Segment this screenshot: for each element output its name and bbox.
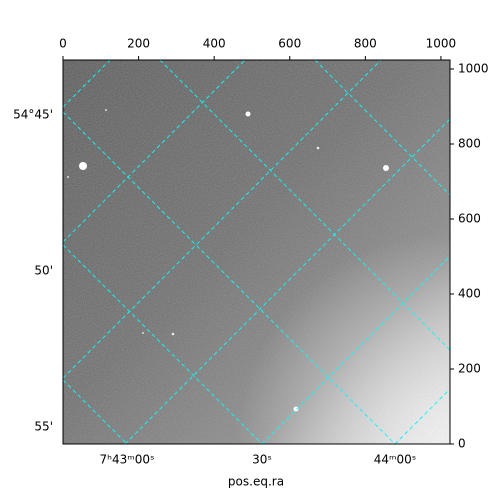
x-tick-label: 800 — [354, 37, 377, 51]
ra-tick-label: 7ʰ43ᵐ00ˢ — [100, 453, 155, 467]
y-tick-label: 200 — [458, 362, 481, 376]
x-tick-label: 1000 — [426, 37, 457, 51]
x-axis-label: pos.eq.ra — [228, 475, 284, 489]
y-tick-label: 400 — [458, 287, 481, 301]
x-tick-label: 600 — [278, 37, 301, 51]
frame — [62, 59, 451, 445]
ra-tick-label: 44ᵐ00ˢ — [374, 453, 417, 467]
y-tick-label: 1000 — [458, 62, 489, 76]
dec-tick-label: 54°45' — [13, 108, 53, 122]
y-tick-label: 600 — [458, 212, 481, 226]
x-tick-label: 400 — [203, 37, 226, 51]
ra-tick-label: 30ˢ — [252, 453, 272, 467]
dec-tick-label: 50' — [34, 264, 53, 278]
y-tick-label: 0 — [458, 437, 466, 451]
y-tick-label: 800 — [458, 137, 481, 151]
x-tick-label: 200 — [127, 37, 150, 51]
coordinate-grid — [63, 60, 450, 444]
sky-image — [63, 60, 450, 444]
x-tick-label: 0 — [59, 37, 67, 51]
dec-tick-label: 55' — [34, 420, 53, 434]
